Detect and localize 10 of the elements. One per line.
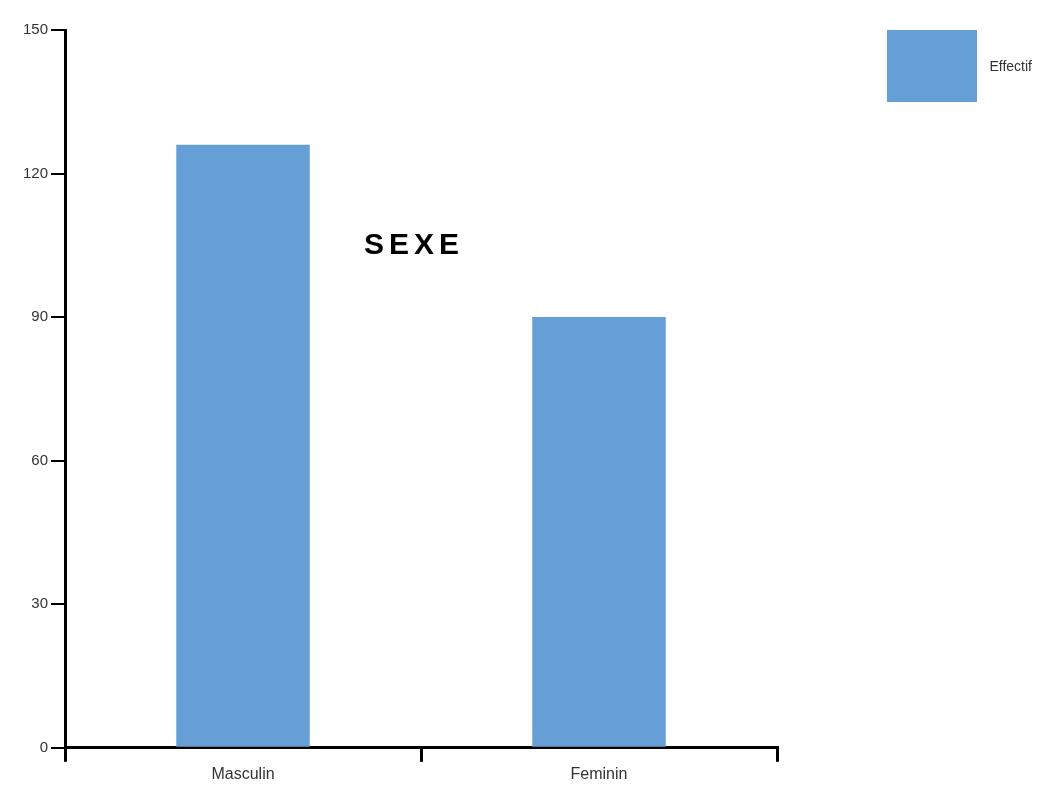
x-tick-label: Feminin bbox=[570, 764, 628, 782]
y-tick-label: 60 bbox=[31, 450, 49, 468]
text: SEXE bbox=[363, 226, 464, 260]
y-tick-label: 120 bbox=[23, 163, 49, 181]
text: Effectif bbox=[989, 58, 1032, 74]
y-tick-label: 0 bbox=[39, 737, 49, 755]
y-tick-label: 30 bbox=[31, 594, 49, 612]
x-tick-label: Masculin bbox=[211, 764, 275, 782]
y-tick-label: 90 bbox=[31, 307, 49, 325]
y-tick-label: 150 bbox=[23, 20, 49, 38]
